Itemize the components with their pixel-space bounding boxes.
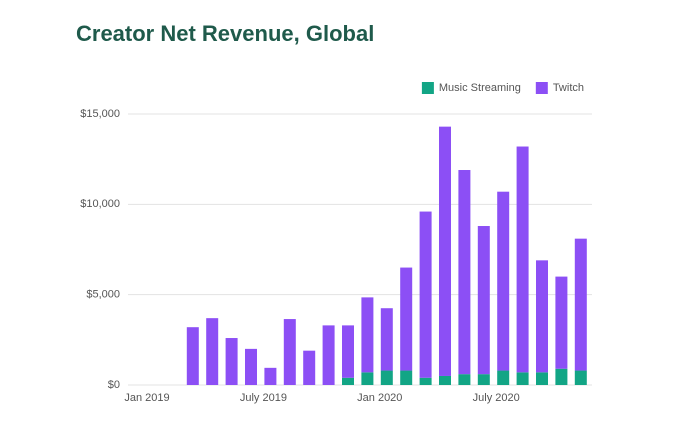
x-tick-label: July 2020 bbox=[473, 392, 520, 404]
bar-segment bbox=[186, 327, 199, 385]
x-tick-label: Jan 2019 bbox=[124, 392, 169, 404]
bar-segment bbox=[419, 377, 432, 385]
bar-segment bbox=[516, 372, 529, 385]
bar-segment bbox=[574, 370, 587, 385]
bar-segment bbox=[477, 374, 490, 385]
bar-segment bbox=[322, 325, 335, 385]
bar-segment bbox=[400, 267, 413, 371]
bar-segment bbox=[380, 370, 393, 385]
x-tick-label: Jan 2020 bbox=[357, 392, 402, 404]
y-tick-label: $15,000 bbox=[80, 108, 120, 120]
legend-label: Music Streaming bbox=[439, 82, 521, 94]
bar-segment bbox=[206, 318, 219, 385]
legend-swatch bbox=[421, 82, 434, 94]
bar-segment bbox=[400, 370, 413, 385]
bar-segment bbox=[303, 350, 316, 385]
y-tick-label: $10,000 bbox=[80, 198, 120, 210]
bar-segment bbox=[225, 338, 238, 385]
bar-segment bbox=[555, 276, 568, 369]
bar-segment bbox=[342, 325, 354, 378]
bar-segment bbox=[536, 260, 548, 373]
bar-segment bbox=[439, 375, 451, 385]
legend-swatch bbox=[535, 82, 548, 94]
bar-segment bbox=[497, 191, 510, 371]
bar-segment bbox=[555, 368, 568, 385]
bar-segment bbox=[574, 238, 587, 371]
bar-segment bbox=[536, 372, 548, 385]
bar-segment bbox=[361, 372, 374, 385]
bar-segment bbox=[439, 126, 451, 376]
bar-segment bbox=[497, 370, 510, 385]
bar-segment bbox=[419, 211, 432, 378]
bar-segment bbox=[264, 367, 277, 385]
x-tick-label: July 2019 bbox=[240, 392, 287, 404]
bar-segment bbox=[477, 226, 490, 375]
chart-title: Creator Net Revenue, Global bbox=[76, 21, 374, 46]
y-tick-label: $5,000 bbox=[86, 289, 120, 301]
bar-segment bbox=[516, 146, 529, 373]
bar-segment bbox=[283, 319, 296, 385]
bar-segment bbox=[361, 297, 374, 373]
y-tick-label: $0 bbox=[108, 379, 120, 391]
bar-segment bbox=[458, 374, 471, 385]
bar-segment bbox=[342, 377, 354, 385]
bar-segment bbox=[245, 348, 257, 385]
legend-label: Twitch bbox=[553, 82, 584, 94]
bar-segment bbox=[458, 170, 471, 375]
bar-segment bbox=[380, 308, 393, 371]
